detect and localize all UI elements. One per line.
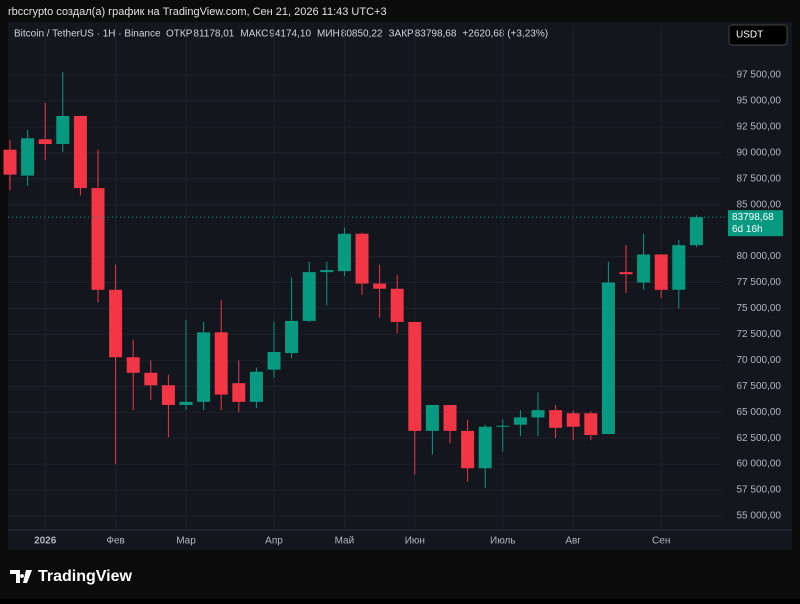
candle-body xyxy=(531,410,545,418)
legend-low: 80850,22 xyxy=(341,29,383,40)
x-tick-label: Фев xyxy=(106,536,124,547)
candle-body xyxy=(566,413,580,427)
candle-body xyxy=(355,233,369,284)
legend-high: 94174,10 xyxy=(269,29,311,40)
y-tick-label: 60 000,00 xyxy=(737,459,782,470)
x-tick-label: Апр xyxy=(265,536,283,547)
candle-body xyxy=(232,383,246,402)
y-tick-label: 87 500,00 xyxy=(737,173,782,184)
candle-body xyxy=(197,332,211,402)
candle-body xyxy=(179,401,193,405)
candle-body xyxy=(461,430,475,469)
last-price-label: 83798,68 xyxy=(732,212,774,223)
y-tick-label: 95 000,00 xyxy=(737,96,782,107)
legend-open: 81178,01 xyxy=(193,29,234,40)
candle-body xyxy=(672,245,686,290)
candle-body xyxy=(249,371,263,402)
candle-body xyxy=(689,217,703,246)
x-tick-label: Мар xyxy=(176,536,196,547)
candle-body xyxy=(637,254,651,283)
x-tick-label: Июль xyxy=(490,536,516,547)
candle-body xyxy=(161,385,175,405)
x-tick-label: Май xyxy=(335,536,355,547)
x-tick-label: 2026 xyxy=(34,536,57,547)
x-tick-label: Сен xyxy=(652,536,670,547)
y-tick-label: 97 500,00 xyxy=(737,70,782,81)
currency[interactable]: USDT xyxy=(736,30,763,41)
candle-body xyxy=(21,138,35,176)
y-tick-label: 62 500,00 xyxy=(737,433,782,444)
brand-logo xyxy=(10,570,32,583)
y-tick-label: 92 500,00 xyxy=(737,122,782,133)
last-price-box xyxy=(728,210,783,237)
y-tick-label: 77 500,00 xyxy=(737,277,782,288)
candle-body xyxy=(3,149,17,175)
candle-body xyxy=(390,288,404,322)
legend-high-label: МАКС xyxy=(240,29,268,40)
y-tick-label: 75 000,00 xyxy=(737,303,782,314)
legend-change: +2620,68 (+3,23%) xyxy=(462,29,548,40)
candle-body xyxy=(443,404,457,431)
y-tick-label: 65 000,00 xyxy=(737,407,782,418)
candle-body xyxy=(320,270,334,273)
candle-body xyxy=(38,139,52,144)
currency-button[interactable] xyxy=(728,24,788,46)
candle-body xyxy=(584,413,598,436)
y-tick-label: 90 000,00 xyxy=(737,147,782,158)
y-tick-label: 55 000,00 xyxy=(737,511,782,522)
candle-body xyxy=(425,404,439,431)
x-tick-label: Июн xyxy=(405,536,425,547)
candle-body xyxy=(126,357,140,373)
brand: TradingView xyxy=(38,568,133,585)
candle-body xyxy=(214,332,228,395)
candle-body xyxy=(408,321,422,431)
candle-body xyxy=(373,283,387,289)
candle-body xyxy=(496,425,510,427)
legend-close-label: ЗАКР xyxy=(388,29,414,40)
y-tick-label: 70 000,00 xyxy=(737,355,782,366)
candle-body xyxy=(73,115,87,189)
countdown: 6d 16h xyxy=(732,224,763,235)
candle-body xyxy=(478,426,492,469)
y-tick-label: 85 000,00 xyxy=(737,199,782,210)
y-tick-label: 67 500,00 xyxy=(737,381,782,392)
candle-body xyxy=(337,233,351,272)
candle-body xyxy=(285,320,299,354)
legend: ОТКР 81178,01 МАКС 94174,10 МИН 80850,22 ЗАКР 8… xyxy=(166,29,548,40)
candle-body xyxy=(144,372,158,386)
candle-body xyxy=(302,272,316,321)
legend-low-label: МИН xyxy=(317,29,340,40)
symbol: Bitcoin / TetherUS · 1H · Binance xyxy=(14,29,161,40)
candle-body xyxy=(91,188,105,290)
candle-body xyxy=(513,417,527,425)
candle-body xyxy=(601,282,615,435)
y-tick-label: 80 000,00 xyxy=(737,251,782,262)
legend-open-label: ОТКР xyxy=(166,29,193,40)
candle-body xyxy=(654,254,668,290)
header: rbccrypto создал(а) график на TradingVie… xyxy=(8,6,387,18)
candle-body xyxy=(619,272,633,275)
y-tick-label: 72 500,00 xyxy=(737,329,782,340)
candle-body xyxy=(267,352,281,370)
legend-close: 83798,68 xyxy=(415,29,457,40)
candle-body xyxy=(549,410,563,428)
y-tick-label: 57 500,00 xyxy=(737,485,782,496)
candle-body xyxy=(109,289,123,358)
x-tick-label: Авг xyxy=(565,536,581,547)
candle-body xyxy=(56,115,70,144)
